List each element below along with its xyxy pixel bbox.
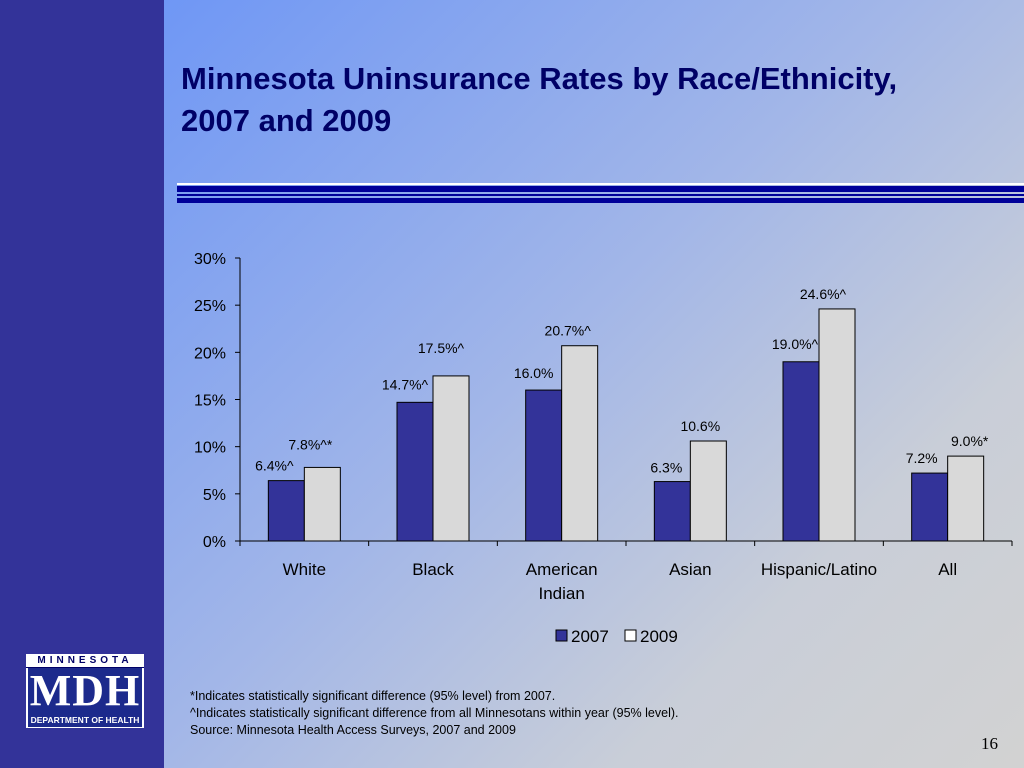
bar-2009-5	[947, 455, 985, 542]
y-tick-label: 5%	[203, 487, 226, 504]
title-line-2: 2007 and 2009	[181, 103, 392, 138]
slide-title: Minnesota Uninsurance Rates by Race/Ethn…	[181, 58, 1001, 142]
x-tick-label: Asian	[669, 560, 712, 579]
data-label-2009-1: 17.5%^	[418, 340, 465, 356]
bar-2007-2	[525, 389, 563, 542]
logo-bottom-text: DEPARTMENT OF HEALTH	[28, 714, 142, 727]
legend-label-2009: 2009	[640, 627, 678, 646]
x-tick-label: American	[526, 560, 598, 579]
bar-2009-0	[303, 466, 341, 542]
y-tick-label: 15%	[194, 393, 226, 410]
x-tick-label: Hispanic/Latino	[761, 560, 877, 579]
y-tick-label: 20%	[194, 345, 226, 362]
bar-2007-5	[911, 472, 949, 542]
data-label-2009-5: 9.0%*	[951, 433, 989, 449]
sidebar-band	[0, 0, 164, 768]
y-tick-label: 10%	[194, 440, 226, 457]
data-label-2009-0: 7.8%^*	[288, 436, 332, 452]
footnote-significance-all: ^Indicates statistically significant dif…	[190, 706, 679, 720]
footnote-source: Source: Minnesota Health Access Surveys,…	[190, 723, 516, 737]
logo-main-text: MDH	[28, 666, 142, 715]
x-tick-label: Indian	[539, 584, 585, 603]
title-rule-highlight	[177, 183, 1024, 185]
bar-2007-3	[653, 481, 691, 542]
legend-swatch-2007	[555, 629, 568, 642]
bar-2009-2	[561, 345, 599, 542]
y-tick-label: 25%	[194, 298, 226, 315]
data-label-2007-2: 16.0%	[514, 365, 554, 381]
data-label-2009-2: 20.7%^	[545, 323, 592, 339]
bar-2009-4	[818, 308, 856, 542]
logo-top-text: MINNESOTA	[26, 654, 144, 668]
x-tick-label: White	[283, 560, 326, 579]
x-tick-label: Black	[412, 560, 454, 579]
title-line-1: Minnesota Uninsurance Rates by Race/Ethn…	[181, 61, 898, 96]
bar-2007-0	[267, 480, 305, 542]
legend-label-2007: 2007	[571, 627, 609, 646]
title-rule-2	[177, 194, 1024, 196]
footnote-significance-2007: *Indicates statistically significant dif…	[190, 689, 556, 703]
mdh-logo: MINNESOTA MDH DEPARTMENT OF HEALTH	[26, 654, 144, 728]
y-tick-label: 30%	[194, 251, 226, 268]
x-tick-label: All	[938, 560, 957, 579]
bar-2007-4	[782, 361, 820, 542]
data-label-2007-1: 14.7%^	[382, 376, 429, 392]
data-label-2007-5: 7.2%	[906, 450, 938, 466]
data-label-2007-0: 6.4%^	[255, 458, 294, 474]
title-rule-1	[177, 186, 1024, 192]
bar-2007-1	[396, 401, 434, 542]
data-label-2009-3: 10.6%	[680, 418, 720, 434]
data-label-2009-4: 24.6%^	[800, 286, 847, 302]
y-tick-label: 0%	[203, 534, 226, 551]
title-rule-3	[177, 198, 1024, 203]
bar-2009-3	[689, 440, 727, 542]
legend-swatch-2009	[624, 629, 637, 642]
data-label-2007-4: 19.0%^	[772, 336, 819, 352]
page-number: 16	[981, 734, 998, 753]
footnotes: *Indicates statistically significant dif…	[190, 688, 890, 739]
data-label-2007-3: 6.3%	[650, 460, 682, 476]
bar-2009-1	[432, 375, 470, 542]
